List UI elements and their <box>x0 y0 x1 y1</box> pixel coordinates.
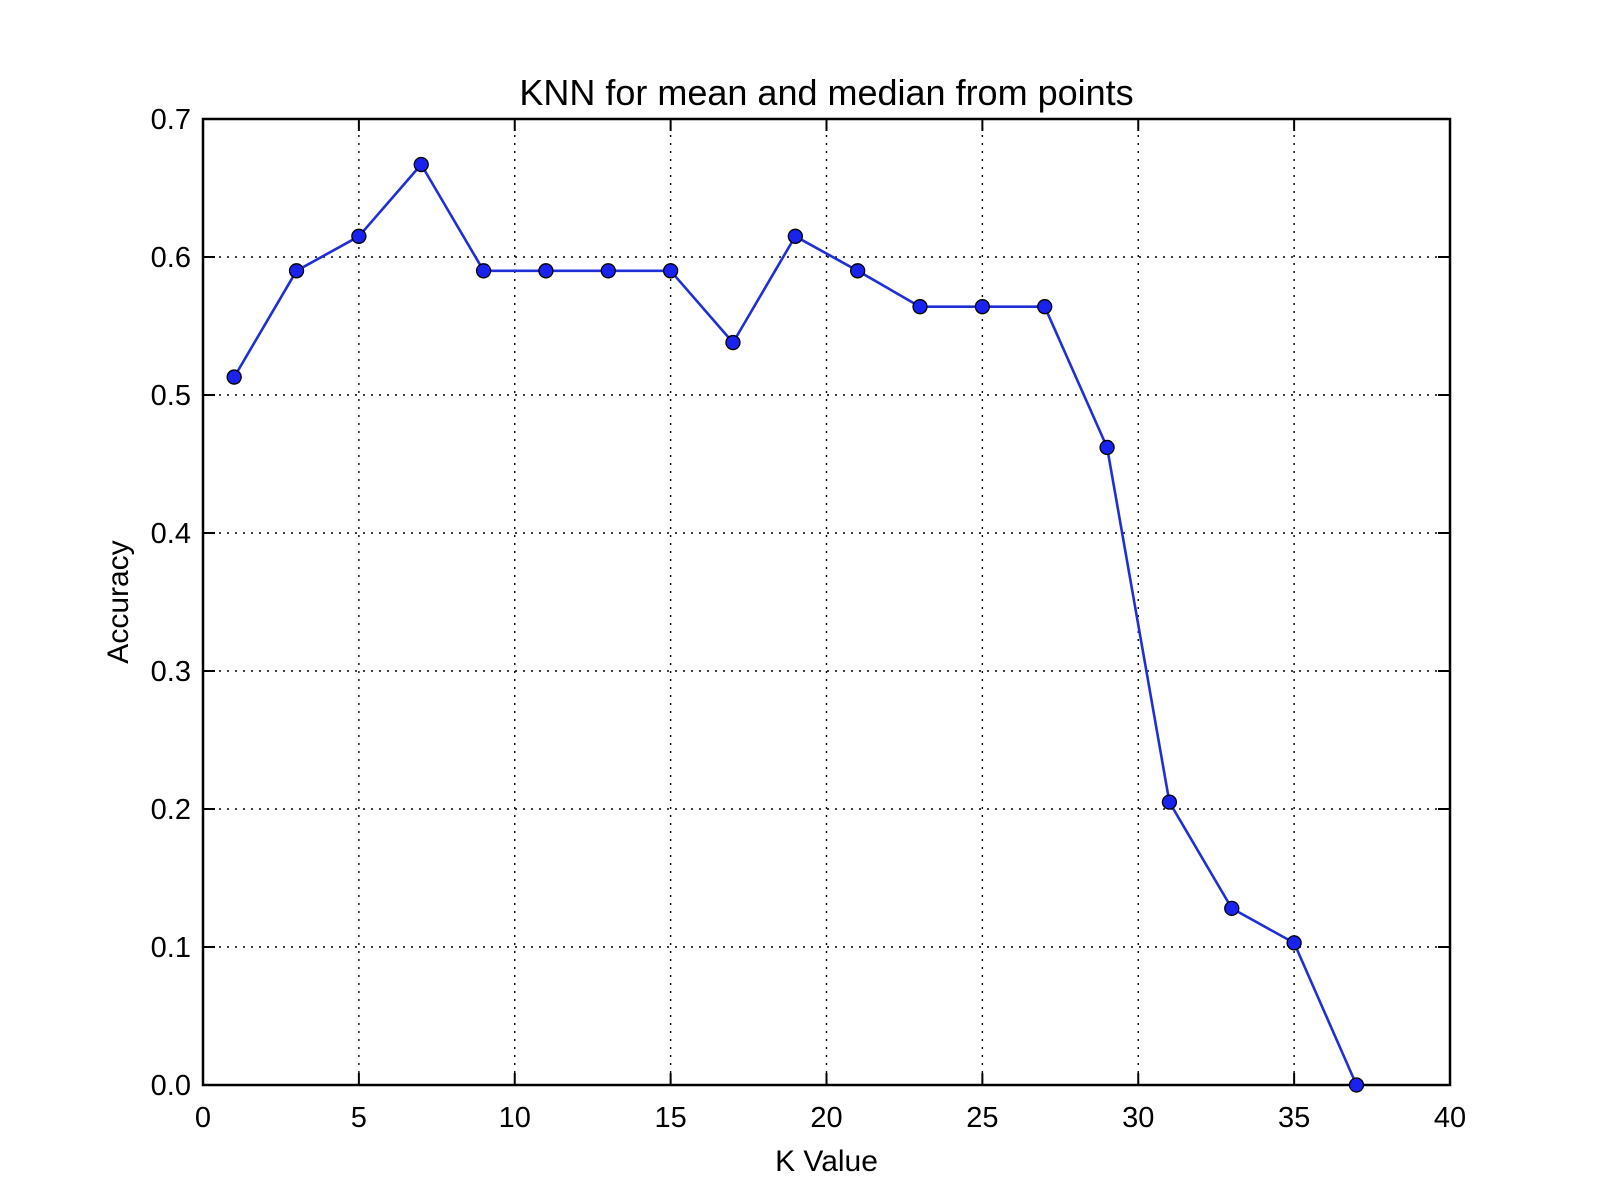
y-tick-label: 0.4 <box>151 518 191 550</box>
data-point <box>226 369 242 385</box>
chart-title: KNN for mean and median from points <box>519 72 1133 113</box>
data-point <box>1286 935 1302 951</box>
y-tick-label: 0.0 <box>151 1070 191 1102</box>
y-axis-label: Accuracy <box>102 540 135 663</box>
data-point <box>475 263 492 279</box>
x-tick-label: 20 <box>810 1102 842 1134</box>
grid-lines <box>203 119 1450 1085</box>
data-point <box>1099 439 1115 456</box>
x-tick-label: 10 <box>499 1102 531 1134</box>
y-tick-label: 0.2 <box>151 794 191 826</box>
y-tick-label: 0.6 <box>151 242 191 274</box>
x-tick-labels: 0 5 10 15 20 25 30 35 40 <box>195 1102 1466 1134</box>
data-point <box>662 263 679 279</box>
x-tick-label: 15 <box>654 1102 686 1134</box>
data-point <box>600 263 616 279</box>
x-tick-label: 5 <box>351 1102 367 1134</box>
data-point <box>912 299 928 315</box>
y-tick-label: 0.7 <box>151 104 191 136</box>
x-tick-label: 40 <box>1434 1102 1466 1134</box>
x-tick-label: 0 <box>195 1102 211 1134</box>
x-tick-label: 30 <box>1122 1102 1154 1134</box>
series-layer <box>226 156 1365 1093</box>
y-tick-label: 0.3 <box>151 656 191 688</box>
x-tick-label: 35 <box>1278 1102 1310 1134</box>
data-point <box>413 156 429 173</box>
data-point <box>288 263 305 279</box>
x-tick-label: 25 <box>966 1102 998 1134</box>
y-tick-labels: 0.0 0.1 0.2 0.3 0.4 0.5 0.6 0.7 <box>151 104 191 1102</box>
data-point <box>850 263 866 279</box>
plot-frame <box>201 117 1452 1087</box>
data-point <box>787 228 803 244</box>
data-point <box>1348 1077 1365 1093</box>
data-point <box>1161 794 1178 810</box>
data-point <box>1224 900 1240 917</box>
data-point <box>351 228 367 244</box>
data-point <box>974 299 991 315</box>
data-point <box>725 334 741 351</box>
y-tick-label: 0.1 <box>151 932 191 964</box>
data-point <box>538 263 554 279</box>
data-point <box>1037 299 1053 315</box>
y-tick-label: 0.5 <box>151 380 191 412</box>
x-axis-label: K Value <box>775 1145 878 1178</box>
